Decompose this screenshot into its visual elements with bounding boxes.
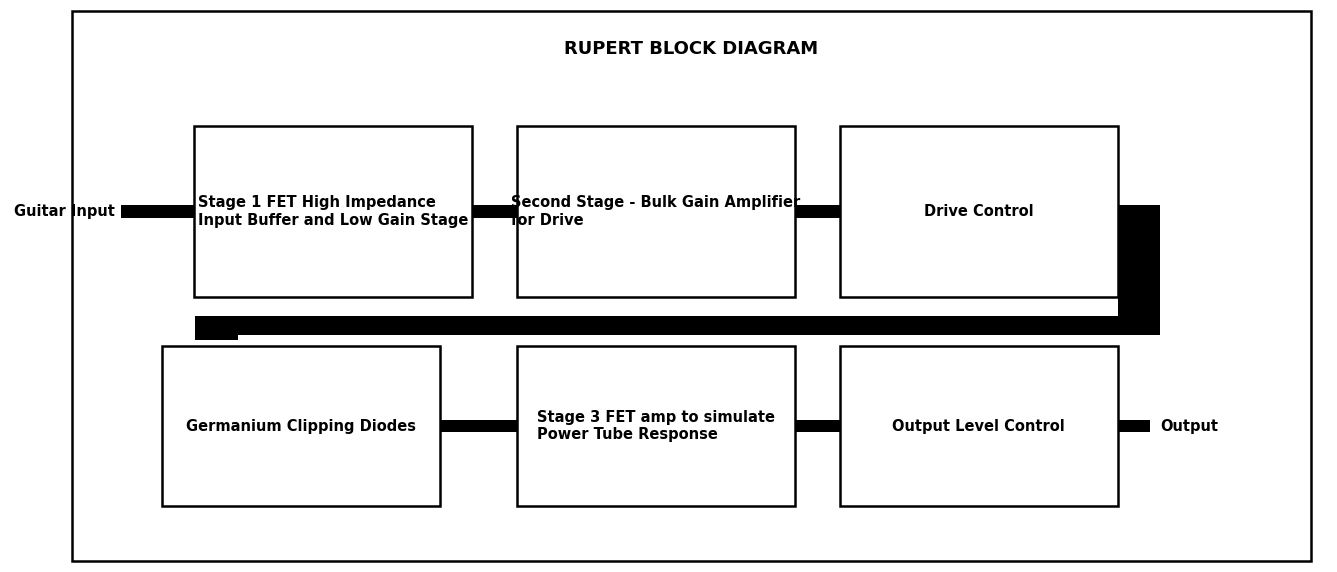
Text: Output Level Control: Output Level Control: [892, 419, 1066, 434]
Bar: [1118, 205, 1161, 335]
Bar: [162, 346, 440, 506]
Bar: [517, 346, 794, 506]
Bar: [794, 205, 840, 218]
Bar: [472, 205, 517, 218]
Bar: [840, 346, 1118, 506]
Bar: [1118, 420, 1150, 432]
Bar: [840, 126, 1118, 297]
Bar: [120, 205, 194, 218]
Bar: [794, 420, 840, 432]
Text: Guitar Input: Guitar Input: [13, 204, 115, 219]
Text: RUPERT BLOCK DIAGRAM: RUPERT BLOCK DIAGRAM: [564, 39, 818, 58]
Bar: [440, 420, 517, 432]
Text: Germanium Clipping Diodes: Germanium Clipping Diodes: [186, 419, 416, 434]
Bar: [195, 316, 1161, 335]
Text: Stage 3 FET amp to simulate
Power Tube Response: Stage 3 FET amp to simulate Power Tube R…: [537, 410, 775, 442]
Text: Stage 1 FET High Impedance
Input Buffer and Low Gain Stage: Stage 1 FET High Impedance Input Buffer …: [198, 196, 468, 228]
Bar: [194, 126, 472, 297]
Bar: [195, 316, 238, 340]
Text: Drive Control: Drive Control: [924, 204, 1034, 219]
Text: Second Stage - Bulk Gain Amplifier
for Drive: Second Stage - Bulk Gain Amplifier for D…: [511, 196, 801, 228]
Text: Output: Output: [1161, 419, 1218, 434]
Bar: [517, 126, 794, 297]
